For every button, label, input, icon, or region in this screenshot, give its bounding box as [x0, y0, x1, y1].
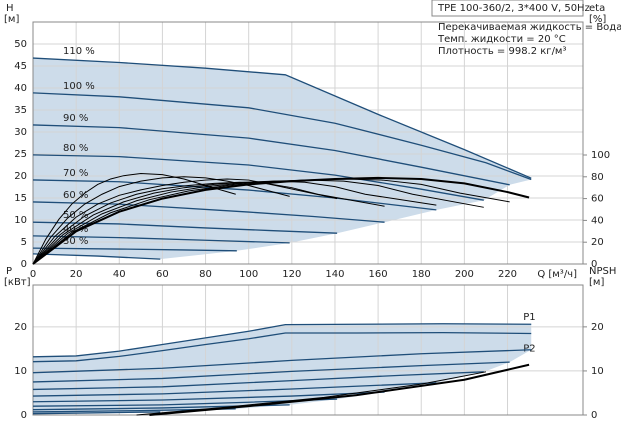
x-tick-label: 0	[30, 269, 36, 280]
series-label: 80 %	[63, 143, 88, 154]
y-tick-label: 45	[14, 61, 27, 72]
y-tick-label: 10	[14, 366, 27, 377]
curve	[32, 391, 385, 403]
y-axis-label: H	[6, 3, 14, 14]
x-tick-label: 100	[239, 269, 258, 280]
info-line: Плотность = 998.2 кг/м³	[438, 46, 567, 57]
y2-tick-label: 20	[591, 237, 604, 248]
series-label: 110 %	[63, 46, 95, 57]
operating-area	[33, 323, 532, 415]
curve	[32, 331, 532, 363]
curve	[32, 173, 236, 265]
series-label: 70 %	[63, 168, 88, 179]
y2-tick-label: 40	[591, 215, 604, 226]
plot-frame	[32, 284, 584, 416]
info-line: Перекачиваемая жидкость = Вода	[438, 22, 621, 33]
series-label: 30 %	[63, 236, 88, 247]
x-tick-label: 120	[282, 269, 301, 280]
x-tick-label: 60	[156, 269, 169, 280]
series-label: 100 %	[63, 81, 95, 92]
y2-axis-unit: [%]	[589, 14, 606, 25]
series-label: 90 %	[63, 113, 88, 124]
y2-axis-label: eta	[589, 3, 605, 14]
curve	[136, 371, 487, 416]
series-label: P1	[523, 312, 535, 323]
y-tick-label: 0	[21, 259, 27, 270]
curve	[32, 361, 510, 383]
y-tick-label: 40	[14, 83, 27, 94]
y-tick-label: 15	[14, 193, 27, 204]
info-line: Темп. жидкости = 20 °C	[437, 34, 566, 45]
curve	[32, 253, 161, 260]
plot-frame	[32, 21, 584, 265]
y2-tick-label: 100	[591, 150, 610, 161]
x-tick-label: 180	[412, 269, 431, 280]
curve	[32, 349, 532, 374]
y-tick-label: 30	[14, 127, 27, 138]
curve	[32, 201, 385, 223]
curve	[32, 92, 532, 181]
model-box	[431, 0, 584, 17]
x-tick-label: 140	[325, 269, 344, 280]
y-tick-label: 0	[21, 410, 27, 421]
curve	[32, 411, 161, 415]
curve	[32, 57, 532, 179]
curve	[32, 179, 437, 211]
y-tick-label: 10	[14, 215, 27, 226]
x-tick-label: 40	[113, 269, 126, 280]
curve	[32, 382, 437, 397]
series-label: P2	[523, 343, 535, 354]
x-tick-label: 20	[70, 269, 83, 280]
curve	[32, 176, 290, 265]
x-tick-label: 220	[498, 269, 517, 280]
x-tick-label: 80	[199, 269, 212, 280]
y-axis-unit: [кВт]	[4, 277, 31, 288]
y-tick-label: 20	[14, 171, 27, 182]
curve	[32, 247, 237, 252]
y2-tick-label: 20	[591, 322, 604, 333]
y-tick-label: 50	[14, 39, 27, 50]
plot: 0 20 40 60 80 100 120 140 160 180 200 2200510152025…	[4, 3, 610, 280]
y-axis-unit: [м]	[4, 14, 19, 25]
curve	[32, 181, 385, 265]
y2-axis-label: NPSH	[589, 266, 616, 277]
series-label: 50 %	[63, 210, 88, 221]
curve	[32, 371, 484, 391]
curve	[32, 235, 290, 244]
curve	[32, 178, 338, 265]
curve	[32, 180, 437, 265]
y2-tick-label: 0	[591, 259, 597, 270]
series-label: 60 %	[63, 190, 88, 201]
y-tick-label: 20	[14, 322, 27, 333]
x-axis-label: Q [м³/ч]	[537, 269, 577, 280]
x-tick-label: 160	[369, 269, 388, 280]
y-tick-label: 35	[14, 105, 27, 116]
y2-axis-unit: [м]	[589, 277, 604, 288]
curve	[32, 154, 484, 201]
y2-tick-label: 80	[591, 172, 604, 183]
x-tick-label: 200	[455, 269, 474, 280]
y2-tick-label: 0	[591, 410, 597, 421]
y2-tick-label: 10	[591, 366, 604, 377]
y-axis-label: P	[6, 266, 12, 277]
curve	[32, 323, 532, 358]
plots: 0 20 40 60 80 100 120 140 160 180 200 2200510152025…	[4, 3, 616, 421]
y2-tick-label: 60	[591, 194, 604, 205]
curve	[32, 178, 510, 265]
y-tick-label: 25	[14, 149, 27, 160]
curve	[32, 124, 510, 186]
curve	[149, 363, 530, 416]
model: TPE 100-360/2, 3*400 V, 50Hz	[437, 3, 590, 14]
y-tick-label: 5	[21, 237, 27, 248]
